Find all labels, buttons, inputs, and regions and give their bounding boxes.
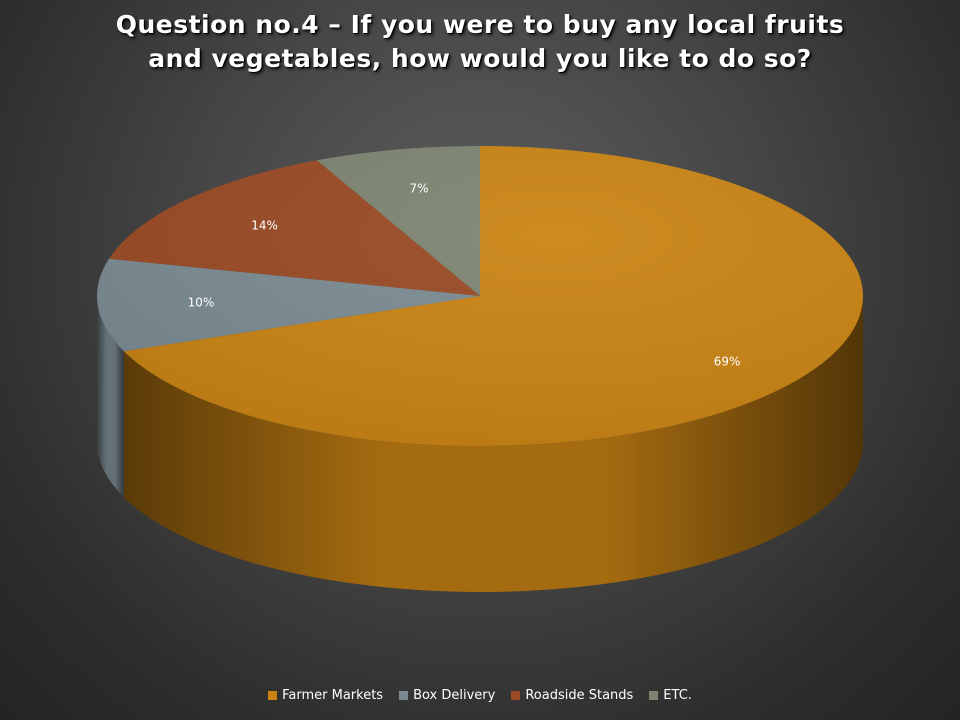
legend-swatch [649, 691, 659, 700]
data-label-farmer-markets: 69% [714, 354, 741, 368]
legend-swatch [268, 691, 278, 700]
legend-swatch [399, 691, 409, 700]
chart-title-line-2: and vegetables, how would you like to do… [148, 44, 812, 73]
legend-item-etc: ETC. [649, 688, 692, 703]
legend-label: Roadside Stands [525, 688, 634, 703]
legend-item-box-delivery: Box Delivery [399, 688, 495, 703]
legend-label: Farmer Markets [282, 688, 384, 703]
chart-title-line-1: Question no.4 – If you were to buy any l… [115, 10, 845, 39]
legend: Farmer Markets Box Delivery Roadside Stand… [0, 688, 960, 703]
pie-side-shading [97, 296, 124, 498]
legend-swatch [511, 691, 521, 700]
data-label-box-delivery: 10% [188, 295, 215, 309]
pie-side-shading [123, 296, 863, 593]
legend-label: Box Delivery [413, 688, 496, 703]
chart-title: Question no.4 – If you were to buy any l… [0, 8, 960, 76]
pie-top-shading [97, 146, 863, 446]
legend-item-roadside-stands: Roadside Stands [511, 688, 633, 703]
legend-item-farmer-markets: Farmer Markets [268, 688, 383, 703]
legend-label: ETC. [663, 688, 692, 703]
data-label-roadside-stands: 14% [251, 219, 278, 233]
data-label-etc: 7% [409, 182, 428, 196]
